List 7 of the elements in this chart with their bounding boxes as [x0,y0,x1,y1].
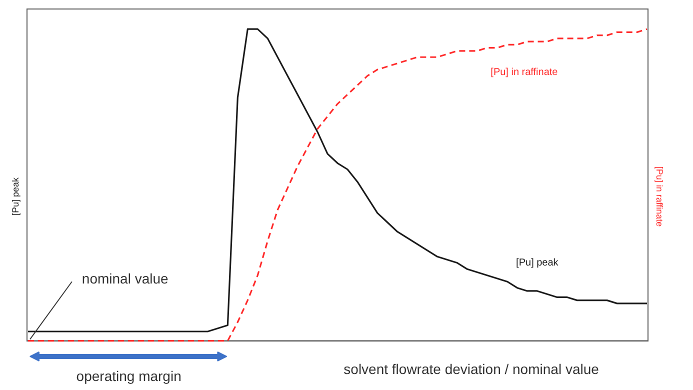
y2-axis-title: [Pu] in raffinate [654,166,664,227]
annotation: nominal value [82,270,169,286]
text: operating margin [76,368,182,384]
y-axis-title: [Pu] peak [10,176,20,216]
series-label: [Pu] peak [516,257,560,268]
series-label: [Pu] in raffinate [490,67,558,78]
x-axis-title: solvent flowrate deviation / nominal value [344,360,600,377]
